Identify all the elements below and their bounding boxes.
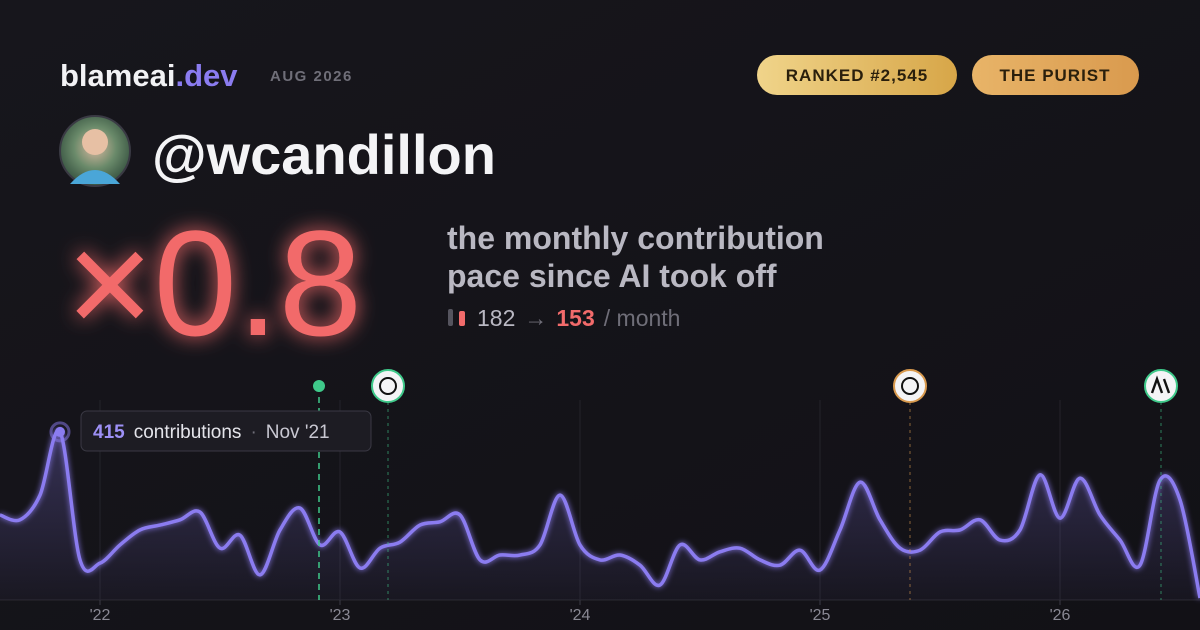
area xyxy=(0,430,1200,600)
description: the monthly contribution xyxy=(447,220,824,256)
brand: blameai.dev xyxy=(60,58,238,93)
tooltip-date: Nov '21 xyxy=(266,422,330,443)
tooltip-separator: · xyxy=(250,422,256,443)
highlight-ring xyxy=(49,421,71,443)
pace-before: 182 xyxy=(477,305,515,331)
pace-arrow: → xyxy=(524,305,547,331)
pace: 182 → 153 / month xyxy=(477,305,680,331)
tooltip-value: 415 xyxy=(93,422,125,443)
x-tick-label: '25 xyxy=(810,607,831,624)
x-tick-label: '26 xyxy=(1050,607,1071,624)
tooltip-text: 415 contributions · Nov '21 xyxy=(93,422,330,443)
pace-unit: / month xyxy=(604,305,681,331)
badge-text: RANKED #2,545 xyxy=(786,66,928,85)
event-icon xyxy=(371,369,405,403)
line xyxy=(0,428,1200,599)
badge xyxy=(972,55,1139,95)
handle: @wcandillon xyxy=(152,123,496,186)
event-icon-glyph xyxy=(1150,375,1171,394)
description: pace since AI took off xyxy=(447,258,777,294)
pace-after: 153 xyxy=(556,305,594,331)
event-icon-glyph xyxy=(379,377,397,395)
x-tick-label: '22 xyxy=(90,607,111,624)
avatar-shirt xyxy=(70,170,120,184)
x-tick-label: '23 xyxy=(330,607,351,624)
event-dot xyxy=(313,380,325,392)
x-tick-label: '24 xyxy=(570,607,591,624)
event-icon-glyph xyxy=(901,377,919,395)
avatar-face xyxy=(82,129,108,155)
badge-text: THE PURIST xyxy=(999,66,1110,85)
event-icon xyxy=(893,369,927,403)
event-icon xyxy=(1144,369,1178,403)
tooltip xyxy=(80,410,372,452)
brand-name: blameai xyxy=(60,58,175,93)
badge xyxy=(757,55,957,95)
highlight-point xyxy=(55,426,65,437)
date: AUG 2026 xyxy=(270,68,353,85)
tooltip-unit: contributions xyxy=(134,422,242,443)
chart: '22 '23 '24 '25 '26 xyxy=(0,400,1200,624)
pace-icon xyxy=(448,309,453,326)
multiplier: ×0.8 xyxy=(66,199,362,367)
brand-tld: .dev xyxy=(175,58,238,93)
pace-icon xyxy=(459,311,465,326)
